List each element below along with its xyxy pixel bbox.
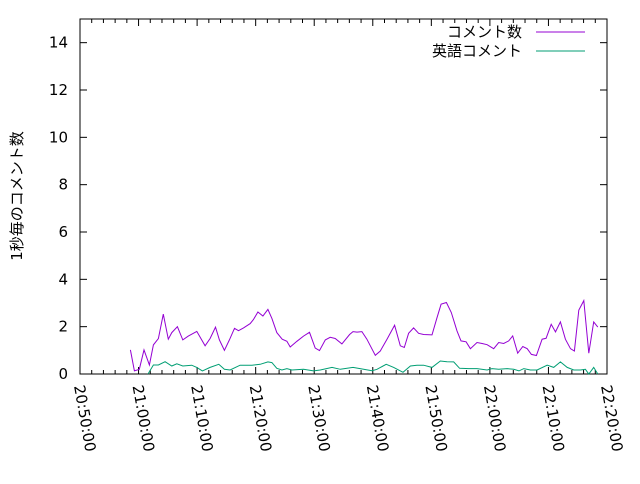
y-tick-label: 4	[58, 270, 68, 288]
y-axis-label: 1秒毎のコメント数	[8, 131, 26, 261]
legend-label: 英語コメント	[432, 42, 522, 60]
legend-label: コメント数	[447, 23, 522, 41]
y-tick-label: 14	[49, 34, 68, 52]
x-tick-label: 20:50:00	[70, 384, 99, 453]
x-tick-label: 22:00:00	[480, 384, 509, 453]
y-tick-label: 0	[58, 365, 68, 383]
axes: 0 2 4 6 8 10 12 14 20:50:00 21:00:00 21:10:00 21:20…	[49, 19, 627, 453]
x-tick-label: 22:10:00	[539, 384, 568, 453]
y-tick-label: 10	[49, 128, 68, 146]
y-tick-label: 12	[49, 81, 68, 99]
x-tick-label: 22:20:00	[597, 384, 626, 453]
series-lines	[130, 301, 597, 374]
x-tick-label: 21:20:00	[246, 384, 275, 453]
x-tick-label: 21:40:00	[363, 384, 392, 453]
y-tick-label: 6	[58, 223, 68, 241]
series-line-0	[130, 301, 597, 371]
x-tick-label: 21:00:00	[129, 384, 158, 453]
y-tick-label: 8	[58, 176, 68, 194]
x-tick-label: 21:10:00	[187, 384, 216, 453]
plot-border	[80, 19, 607, 374]
x-tick-label: 21:30:00	[304, 384, 333, 453]
x-tick-label: 21:50:00	[421, 384, 450, 453]
y-tick-label: 2	[58, 318, 68, 336]
